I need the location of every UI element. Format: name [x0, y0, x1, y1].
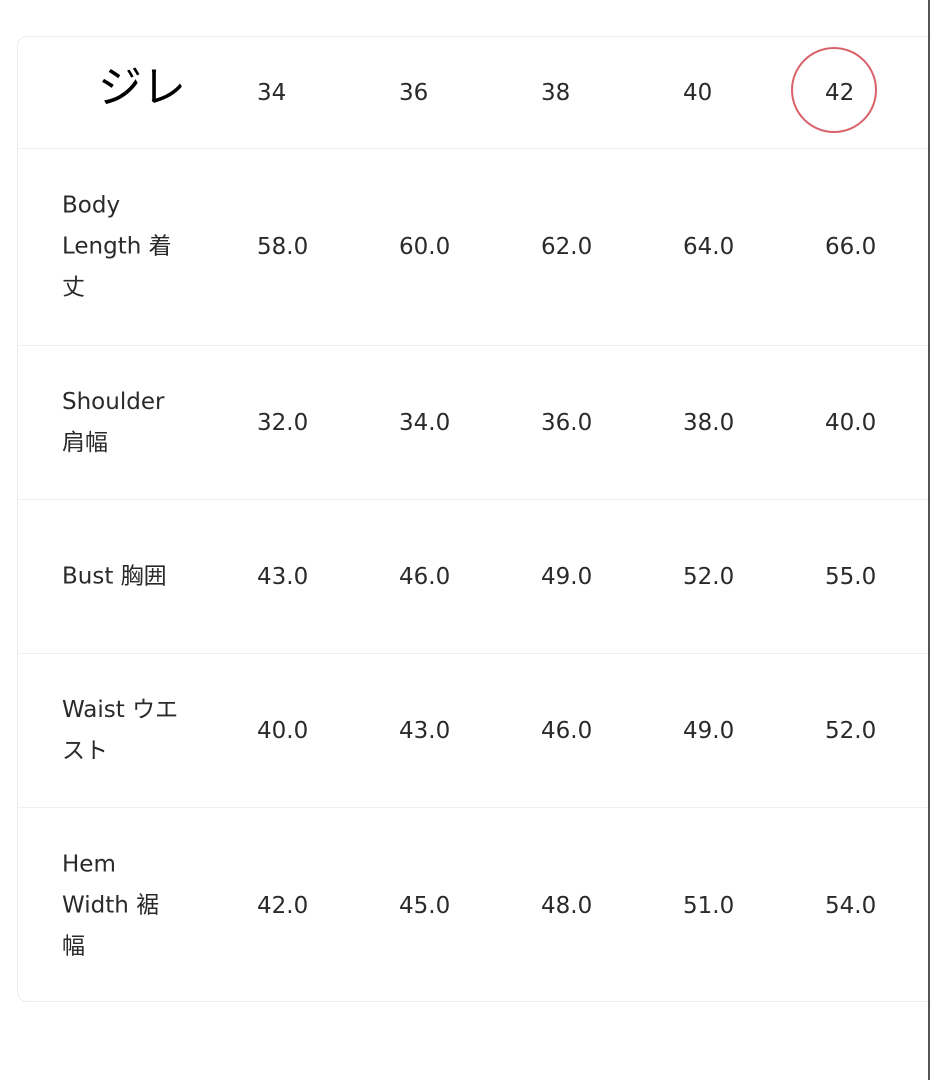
size-header: 38 — [541, 80, 571, 106]
measurement-value: 40.0 — [257, 717, 309, 744]
window-edge — [928, 0, 930, 1080]
measurement-value: 36.0 — [541, 409, 593, 436]
measurement-value: 43.0 — [399, 717, 451, 744]
measurement-value: 42.0 — [257, 892, 309, 919]
measurement-value: 43.0 — [257, 563, 309, 590]
table-row: Shoulder 肩幅 32.0 34.0 36.0 38.0 40.0 — [18, 346, 931, 500]
measurement-value: 66.0 — [825, 234, 877, 260]
measurement-value: 55.0 — [825, 563, 877, 590]
table-row: Bust 胸囲 43.0 46.0 49.0 52.0 55.0 — [18, 500, 931, 654]
row-label: Hem Width 裾幅 — [62, 851, 160, 959]
size-header: 34 — [257, 80, 287, 106]
table-row: Body Length 着丈 58.0 60.0 62.0 64.0 66.0 — [18, 149, 931, 346]
measurement-value: 34.0 — [399, 409, 451, 436]
row-label: Body Length 着丈 — [62, 192, 172, 301]
measurement-value: 64.0 — [683, 234, 735, 260]
measurement-value: 46.0 — [541, 717, 593, 744]
table-row: Waist ウエスト 40.0 43.0 46.0 49.0 52.0 — [18, 654, 931, 808]
table-header-row: ジレ 34 36 38 40 42 — [18, 37, 931, 149]
measurement-value: 45.0 — [399, 892, 451, 919]
measurement-value: 38.0 — [683, 409, 735, 436]
size-header: 40 — [683, 80, 713, 106]
size-header: 36 — [399, 80, 429, 106]
size-chart-table: ジレ 34 36 38 40 42 Body Length 着丈 58.0 60.0… — [17, 36, 931, 1002]
measurement-value: 58.0 — [257, 234, 309, 260]
measurement-value: 54.0 — [825, 892, 877, 919]
measurement-value: 40.0 — [825, 409, 877, 436]
measurement-value: 60.0 — [399, 234, 451, 260]
row-label: Bust 胸囲 — [62, 563, 167, 589]
measurement-value: 62.0 — [541, 234, 593, 260]
row-label: Waist ウエスト — [62, 696, 179, 764]
highlight-circle — [791, 47, 877, 133]
table-title: ジレ — [98, 62, 186, 113]
row-label: Shoulder 肩幅 — [62, 388, 165, 456]
measurement-value: 52.0 — [825, 717, 877, 744]
measurement-value: 48.0 — [541, 892, 593, 919]
measurement-value: 46.0 — [399, 563, 451, 590]
measurement-value: 51.0 — [683, 892, 735, 919]
table-row: Hem Width 裾幅 42.0 45.0 48.0 51.0 54.0 — [18, 808, 931, 1003]
measurement-value: 52.0 — [683, 563, 735, 590]
measurement-value: 49.0 — [541, 563, 593, 590]
measurement-value: 49.0 — [683, 717, 735, 744]
measurement-value: 32.0 — [257, 409, 309, 436]
